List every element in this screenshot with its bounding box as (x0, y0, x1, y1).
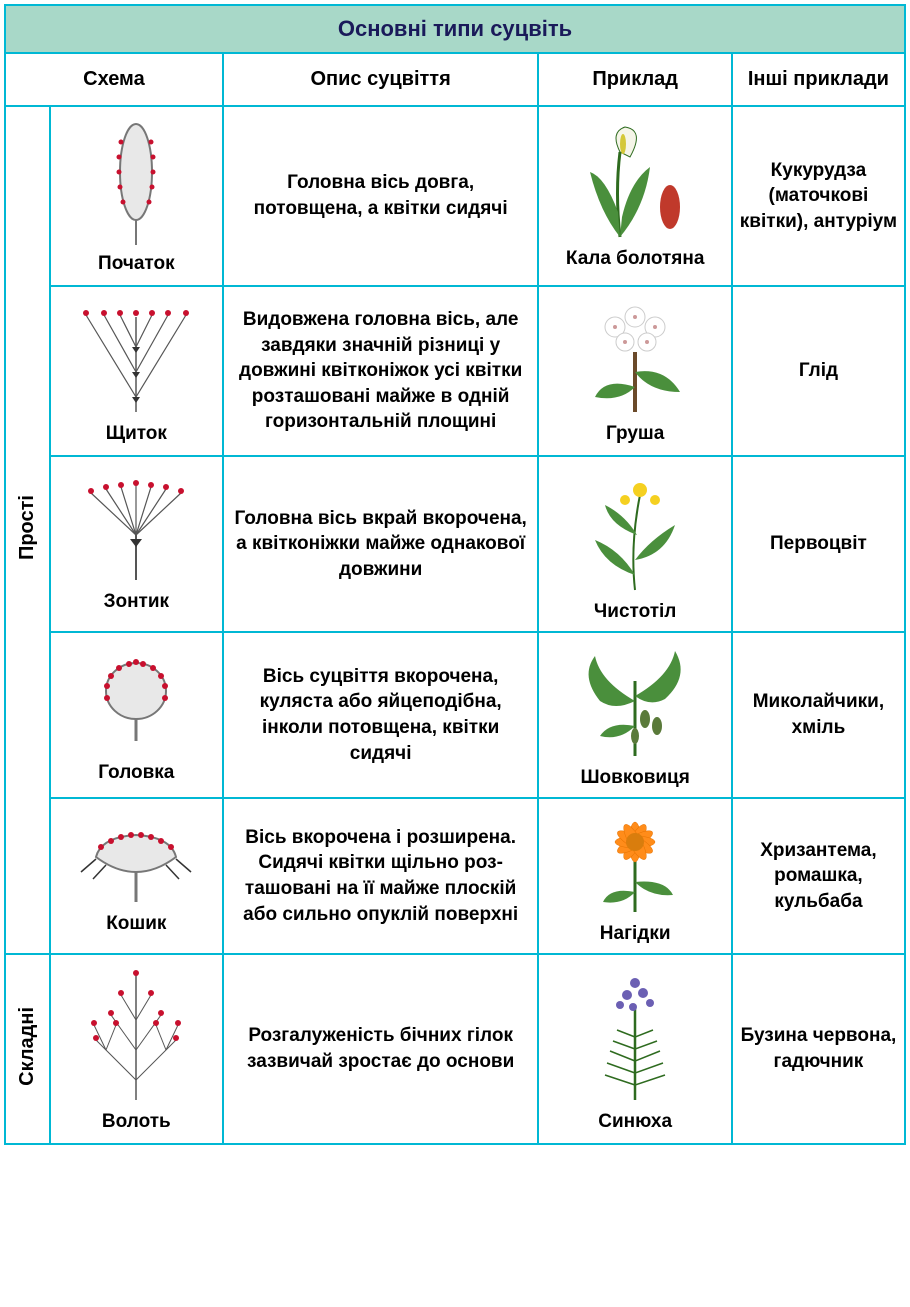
table-row: Зонтик Головна вісь вкрай вкоро­чена, а … (5, 456, 905, 632)
calendula-plant-icon (565, 807, 705, 917)
example-label: Шовковиця (543, 767, 726, 789)
schema-cell: Головка (50, 632, 223, 798)
example-cell: Чистотіл (538, 456, 731, 632)
example-cell: Синюха (538, 954, 731, 1144)
example-label: Синюха (543, 1111, 726, 1133)
header-example: Приклад (538, 53, 731, 106)
table-row: Складні Волоть Розгалуженіст (5, 954, 905, 1144)
celandine-plant-icon (570, 465, 700, 595)
polemonium-plant-icon (575, 965, 695, 1105)
inflorescence-table: Основні типи суцвіть Схема Опис суцвіття… (4, 4, 906, 1145)
desc-cell: Видовжена головна вісь, але завдяки знач… (223, 286, 539, 456)
other-cell: Первоцвіт (732, 456, 905, 632)
table-row: Щиток Видовжена головна вісь, але завдяк… (5, 286, 905, 456)
calla-plant-icon (570, 122, 700, 242)
desc-cell: Розгалуженість бічних гілок зазвичай зро… (223, 954, 539, 1144)
pear-plant-icon (565, 297, 705, 417)
other-cell: Миколай­чики, хміль (732, 632, 905, 798)
table-row: Прості Початок Головна вісь довга, потов… (5, 106, 905, 286)
example-cell: Нагідки (538, 798, 731, 954)
example-cell: Груша (538, 286, 731, 456)
schema-cell: Початок (50, 106, 223, 286)
example-label: Кала болотяна (543, 248, 726, 270)
group-complex: Складні (5, 954, 50, 1144)
panicle-icon (76, 965, 196, 1105)
other-cell: Хризан­тема, ромашка, кульбаба (732, 798, 905, 954)
example-label: Нагідки (543, 923, 726, 945)
schema-label: Щиток (55, 423, 218, 445)
other-cell: Глід (732, 286, 905, 456)
example-label: Груша (543, 423, 726, 445)
corymb-icon (76, 297, 196, 417)
group-simple: Прості (5, 106, 50, 954)
schema-label: Зонтик (55, 591, 218, 613)
example-cell: Кала болотяна (538, 106, 731, 286)
group-simple-label: Прості (16, 495, 39, 560)
header-schema: Схема (5, 53, 223, 106)
schema-cell: Кошик (50, 798, 223, 954)
schema-cell: Щиток (50, 286, 223, 456)
header-other: Інші приклади (732, 53, 905, 106)
schema-label: Волоть (55, 1111, 218, 1133)
desc-cell: Вісь вкорочена і розширена. Сидячі квітк… (223, 798, 539, 954)
other-cell: Кукурудза (маточкові квітки), антуріум (732, 106, 905, 286)
example-cell: Шовковиця (538, 632, 731, 798)
table-row: Кошик Вісь вкорочена і розширена. Сидячі… (5, 798, 905, 954)
schema-label: Головка (55, 762, 218, 784)
desc-cell: Головна вісь вкрай вкоро­чена, а квіткон… (223, 456, 539, 632)
schema-cell: Волоть (50, 954, 223, 1144)
desc-cell: Вісь суцвіття вкорочена, куляста або яйц… (223, 632, 539, 798)
title-row: Основні типи суцвіть (5, 5, 905, 53)
head-icon (81, 646, 191, 756)
header-row: Схема Опис суцвіття Приклад Інші приклад… (5, 53, 905, 106)
table-title: Основні типи суцвіть (5, 5, 905, 53)
spadix-icon (91, 117, 181, 247)
mulberry-plant-icon (565, 641, 705, 761)
schema-label: Кошик (55, 913, 218, 935)
other-cell: Бузина червона, гадючник (732, 954, 905, 1144)
header-desc: Опис суцвіття (223, 53, 539, 106)
umbel-icon (76, 475, 196, 585)
schema-cell: Зонтик (50, 456, 223, 632)
table-row: Головка Вісь суцвіття вкорочена, куляста… (5, 632, 905, 798)
group-complex-label: Складні (16, 1007, 39, 1086)
example-label: Чистотіл (543, 601, 726, 623)
capitulum-icon (71, 817, 201, 907)
desc-cell: Головна вісь довга, потовщена, а квітки … (223, 106, 539, 286)
schema-label: Початок (55, 253, 218, 275)
